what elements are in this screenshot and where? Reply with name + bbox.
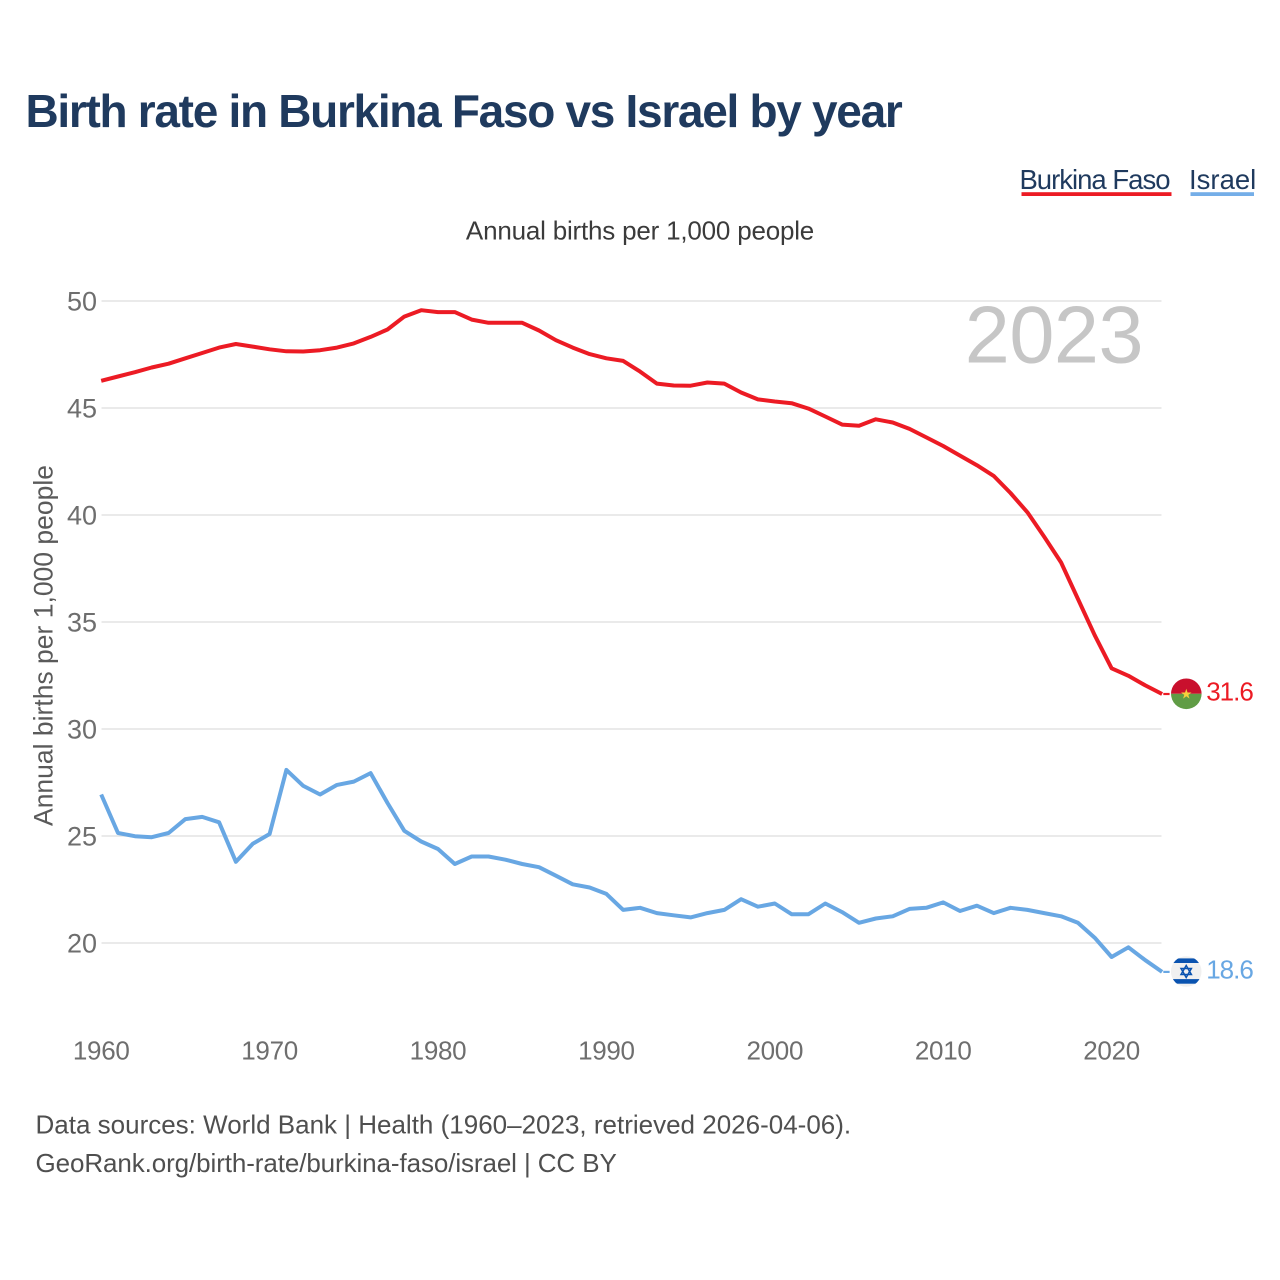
svg-text:2010: 2010 [915,1036,972,1066]
svg-text:2020: 2020 [1083,1036,1140,1066]
svg-text:35: 35 [67,608,97,638]
svg-text:Israel: Israel [1189,164,1256,195]
svg-text:GeoRank.org/birth-rate/burkina: GeoRank.org/birth-rate/burkina-faso/isra… [36,1148,617,1178]
svg-text:25: 25 [67,822,97,852]
svg-text:20: 20 [67,929,97,959]
svg-text:Annual births per 1,000 people: Annual births per 1,000 people [466,216,814,246]
svg-text:45: 45 [67,394,97,424]
svg-text:Birth rate in Burkina Faso vs: Birth rate in Burkina Faso vs Israel by … [26,85,903,137]
svg-text:Burkina Faso: Burkina Faso [1019,164,1170,195]
svg-text:50: 50 [67,287,97,317]
svg-text:1960: 1960 [73,1036,130,1066]
svg-text:1980: 1980 [410,1036,467,1066]
svg-text:30: 30 [67,715,97,745]
svg-text:1990: 1990 [578,1036,635,1066]
svg-text:Annual births per 1,000 people: Annual births per 1,000 people [29,465,59,826]
svg-text:1970: 1970 [241,1036,298,1066]
svg-text:2023: 2023 [965,291,1143,381]
svg-text:31.6: 31.6 [1206,676,1253,706]
svg-text:2000: 2000 [746,1036,803,1066]
svg-text:40: 40 [67,501,97,531]
svg-text:Data sources: World Bank | Hea: Data sources: World Bank | Health (1960–… [36,1110,852,1140]
svg-text:18.6: 18.6 [1206,954,1253,984]
